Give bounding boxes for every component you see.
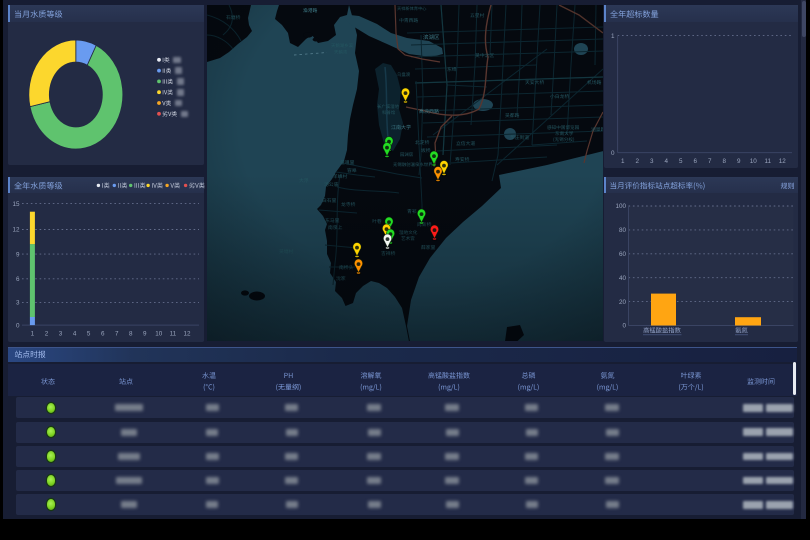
svg-text:1: 1 bbox=[31, 330, 35, 337]
svg-text:60: 60 bbox=[618, 251, 626, 258]
svg-text:4: 4 bbox=[73, 330, 77, 337]
svg-text:6: 6 bbox=[16, 276, 20, 283]
svg-text:5: 5 bbox=[679, 158, 683, 165]
svg-text:3: 3 bbox=[650, 158, 654, 165]
svg-text:0: 0 bbox=[16, 322, 20, 329]
svg-text:0: 0 bbox=[622, 322, 626, 329]
svg-text:2: 2 bbox=[635, 158, 639, 165]
svg-text:10: 10 bbox=[155, 330, 163, 337]
svg-text:12: 12 bbox=[778, 158, 786, 165]
svg-text:80: 80 bbox=[618, 227, 626, 234]
svg-text:12: 12 bbox=[183, 330, 191, 337]
svg-text:8: 8 bbox=[722, 158, 726, 165]
svg-text:6: 6 bbox=[101, 330, 105, 337]
svg-text:1: 1 bbox=[610, 33, 614, 40]
svg-text:7: 7 bbox=[708, 158, 712, 165]
svg-text:3: 3 bbox=[59, 330, 63, 337]
svg-text:12: 12 bbox=[12, 226, 20, 233]
svg-text:9: 9 bbox=[16, 251, 20, 258]
svg-text:9: 9 bbox=[143, 330, 147, 337]
svg-text:11: 11 bbox=[764, 158, 771, 165]
svg-text:1: 1 bbox=[621, 158, 625, 165]
svg-text:20: 20 bbox=[618, 298, 626, 305]
svg-text:5: 5 bbox=[87, 330, 91, 337]
svg-text:2: 2 bbox=[45, 330, 49, 337]
svg-text:100: 100 bbox=[615, 203, 626, 210]
svg-text:0: 0 bbox=[610, 150, 614, 157]
svg-text:40: 40 bbox=[618, 274, 626, 281]
svg-text:4: 4 bbox=[664, 158, 668, 165]
svg-text:15: 15 bbox=[12, 200, 20, 207]
svg-text:3: 3 bbox=[16, 299, 20, 306]
svg-text:9: 9 bbox=[737, 158, 741, 165]
svg-text:8: 8 bbox=[129, 330, 133, 337]
svg-text:7: 7 bbox=[115, 330, 119, 337]
svg-text:6: 6 bbox=[693, 158, 697, 165]
svg-text:11: 11 bbox=[170, 330, 177, 337]
svg-text:10: 10 bbox=[749, 158, 757, 165]
